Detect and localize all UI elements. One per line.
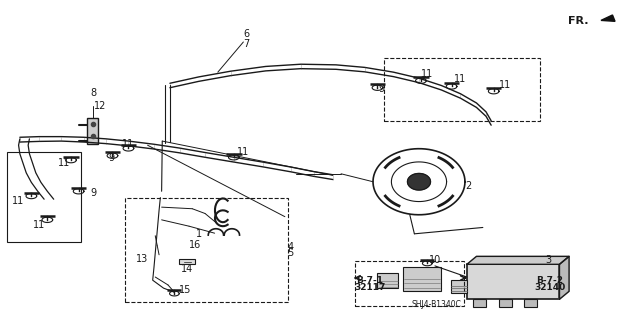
Text: FR.: FR. [568,16,589,26]
Polygon shape [559,256,569,299]
Text: 11: 11 [499,80,511,90]
Text: 9: 9 [378,84,385,94]
Bar [7,152,81,242]
Bar [524,299,537,307]
Text: 9: 9 [108,153,114,163]
FancyBboxPatch shape [467,264,559,299]
Text: 11: 11 [12,196,25,206]
Text: 11: 11 [454,74,467,84]
Text: 32140: 32140 [534,283,566,292]
Text: B-7-2: B-7-2 [536,276,563,285]
Bar [179,259,195,264]
Text: B-7-1: B-7-1 [356,276,383,285]
Text: 11: 11 [33,219,45,230]
Text: 7: 7 [243,39,250,48]
Polygon shape [408,174,431,190]
Text: 32117: 32117 [354,283,385,292]
Text: 11: 11 [122,139,134,149]
Text: SHJ4-B1340C: SHJ4-B1340C [412,300,462,309]
Text: 5: 5 [287,248,294,258]
Bar [499,299,511,307]
Bar [384,58,540,122]
Text: 8: 8 [90,88,97,98]
Text: 16: 16 [189,240,202,250]
Text: 9: 9 [90,188,97,198]
Bar [125,197,288,302]
Polygon shape [601,15,615,21]
Bar [451,280,467,293]
Text: 2: 2 [465,182,471,191]
Text: 14: 14 [181,264,193,274]
Bar [355,261,464,306]
Text: 11: 11 [237,146,250,157]
Text: 11: 11 [58,158,70,168]
Text: 10: 10 [429,255,441,264]
Text: 6: 6 [243,29,250,39]
Bar [473,299,486,307]
Text: 15: 15 [179,285,191,295]
Text: 3: 3 [545,255,552,264]
Text: 12: 12 [93,101,106,111]
Polygon shape [467,256,569,264]
Text: 1: 1 [196,229,202,239]
Text: 11: 11 [421,69,433,79]
Text: 4: 4 [287,242,294,252]
Text: 13: 13 [136,254,148,263]
Bar [403,268,442,291]
Bar [87,118,99,144]
Bar [378,273,398,288]
